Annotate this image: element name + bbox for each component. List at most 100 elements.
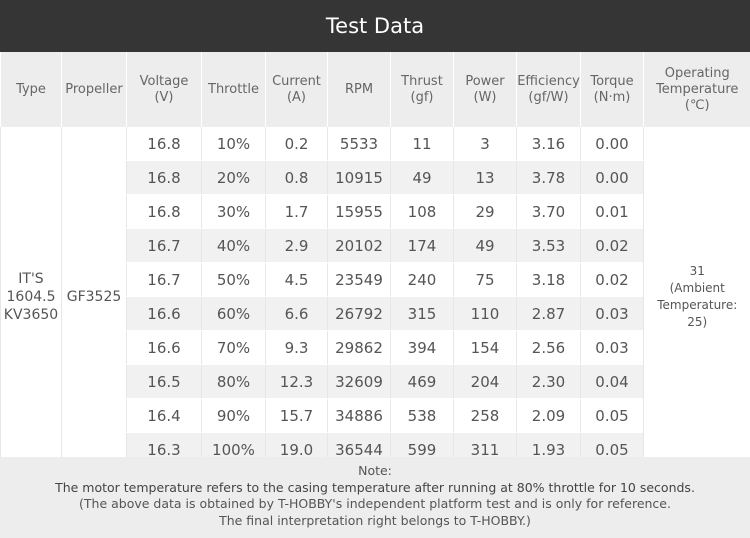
data-cell: 10915	[327, 160, 391, 195]
data-cell: 5533	[327, 127, 391, 161]
data-cell: 29862	[327, 330, 391, 365]
data-cell: 32609	[327, 364, 391, 399]
data-cell: 49	[390, 160, 454, 195]
table-row: 16.7 50% 4.5 23549 240 75 3.18 0.02	[1, 262, 750, 297]
data-cell: 0.03	[580, 330, 644, 365]
header-cell: Throttle	[201, 52, 266, 127]
data-cell: 26792	[327, 296, 391, 331]
data-cell: 12.3	[265, 364, 328, 399]
header-cell: Propeller	[61, 52, 127, 127]
data-cell: 2.30	[516, 364, 581, 399]
data-cell: 60%	[201, 296, 266, 331]
table-row: 16.8 20% 0.8 10915 49 13 3.78 0.00	[1, 160, 750, 195]
data-cell: 16.8	[126, 160, 202, 195]
data-cell: 6.6	[265, 296, 328, 331]
data-cell: 75	[453, 262, 517, 297]
data-cell: 16.4	[126, 398, 202, 433]
data-cell: 16.6	[126, 330, 202, 365]
data-cell: 204	[453, 364, 517, 399]
data-cell: 2.56	[516, 330, 581, 365]
data-cell: 16.7	[126, 228, 202, 263]
header-cell: Efficiency (gf/W)	[516, 52, 581, 127]
data-cell: 16.8	[126, 127, 202, 161]
data-cell: 30%	[201, 194, 266, 229]
header-cell: Torque (N·m)	[580, 52, 644, 127]
data-cell: 80%	[201, 364, 266, 399]
data-cell: 315	[390, 296, 454, 331]
header-cell: Current (A)	[265, 52, 328, 127]
data-table: Type Propeller Voltage (V) Throttle Current …	[0, 52, 750, 467]
data-cell: 2.9	[265, 228, 328, 263]
data-cell: 108	[390, 194, 454, 229]
table-row: 16.6 70% 9.3 29862 394 154 2.56 0.03	[1, 330, 750, 365]
data-cell: 538	[390, 398, 454, 433]
data-cell: 3.53	[516, 228, 581, 263]
data-cell: 2.09	[516, 398, 581, 433]
table-row: 16.7 40% 2.9 20102 174 49 3.53 0.02	[1, 228, 750, 263]
header-cell: Type	[0, 52, 62, 127]
table-row: IT'S 1604.5 KV3650 GF3525 16.8 10% 0.2 5533 11…	[0, 127, 750, 467]
data-cell: 70%	[201, 330, 266, 365]
table-row: 16.5 80% 12.3 32609 469 204 2.30 0.04	[1, 364, 750, 399]
data-cell: 240	[390, 262, 454, 297]
data-cell: 0.00	[580, 127, 644, 161]
type-cell: IT'S 1604.5 KV3650	[0, 127, 62, 467]
data-cell: 9.3	[265, 330, 328, 365]
data-cell: 469	[390, 364, 454, 399]
data-cell: 20%	[201, 160, 266, 195]
data-cell: 2.87	[516, 296, 581, 331]
header-cell: RPM	[327, 52, 391, 127]
data-cell: 11	[390, 127, 454, 161]
data-cell: 3.70	[516, 194, 581, 229]
data-cell: 110	[453, 296, 517, 331]
header-cell: Power (W)	[453, 52, 517, 127]
data-cell: 0.04	[580, 364, 644, 399]
table-body: IT'S 1604.5 KV3650 GF3525 16.8 10% 0.2 5533 11…	[0, 127, 750, 467]
data-cell: 0.8	[265, 160, 328, 195]
data-cell: 0.05	[580, 398, 644, 433]
data-cell: 16.8	[126, 194, 202, 229]
data-cell: 174	[390, 228, 454, 263]
note-line: (The above data is obtained by T-HOBBY's…	[79, 496, 671, 511]
data-cell: 16.5	[126, 364, 202, 399]
data-cell: 154	[453, 330, 517, 365]
data-cell: 1.7	[265, 194, 328, 229]
data-cell: 29	[453, 194, 517, 229]
data-cell: 15.7	[265, 398, 328, 433]
data-cell: 3.18	[516, 262, 581, 297]
data-cell: 16.6	[126, 296, 202, 331]
note-heading: Note:	[358, 463, 392, 478]
note-line: The final interpretation right belongs t…	[219, 512, 531, 528]
data-cell: 0.01	[580, 194, 644, 229]
data-cell: 40%	[201, 228, 266, 263]
data-cell: 3.16	[516, 127, 581, 161]
data-cell: 50%	[201, 262, 266, 297]
temperature-cell: 31 (Ambient Temperature: 25)	[643, 127, 750, 467]
header-cell: Thrust (gf)	[390, 52, 454, 127]
data-cell: 10%	[201, 127, 266, 161]
data-cell: 3.78	[516, 160, 581, 195]
header-cell: Operating Temperature (℃)	[643, 52, 750, 127]
table-row: 16.6 60% 6.6 26792 315 110 2.87 0.03	[1, 296, 750, 331]
data-cell: 4.5	[265, 262, 328, 297]
table-row: 16.4 90% 15.7 34886 538 258 2.09 0.05	[1, 398, 750, 433]
data-cell: 16.7	[126, 262, 202, 297]
title: Test Data	[0, 0, 750, 52]
propeller-cell: GF3525	[61, 127, 127, 467]
data-cell: 0.02	[580, 262, 644, 297]
data-cell: 15955	[327, 194, 391, 229]
data-cell: 13	[453, 160, 517, 195]
note: Note: The motor temperature refers to th…	[0, 457, 750, 538]
table-row: 16.8 30% 1.7 15955 108 29 3.70 0.01	[1, 194, 750, 229]
data-cell: 90%	[201, 398, 266, 433]
note-line: The motor temperature refers to the casi…	[55, 479, 695, 495]
data-cell: 34886	[327, 398, 391, 433]
data-cell: 3	[453, 127, 517, 161]
data-cell: 0.2	[265, 127, 328, 161]
data-cell: 0.03	[580, 296, 644, 331]
data-cell: 0.02	[580, 228, 644, 263]
data-cell: 20102	[327, 228, 391, 263]
data-cell: 394	[390, 330, 454, 365]
data-cell: 23549	[327, 262, 391, 297]
